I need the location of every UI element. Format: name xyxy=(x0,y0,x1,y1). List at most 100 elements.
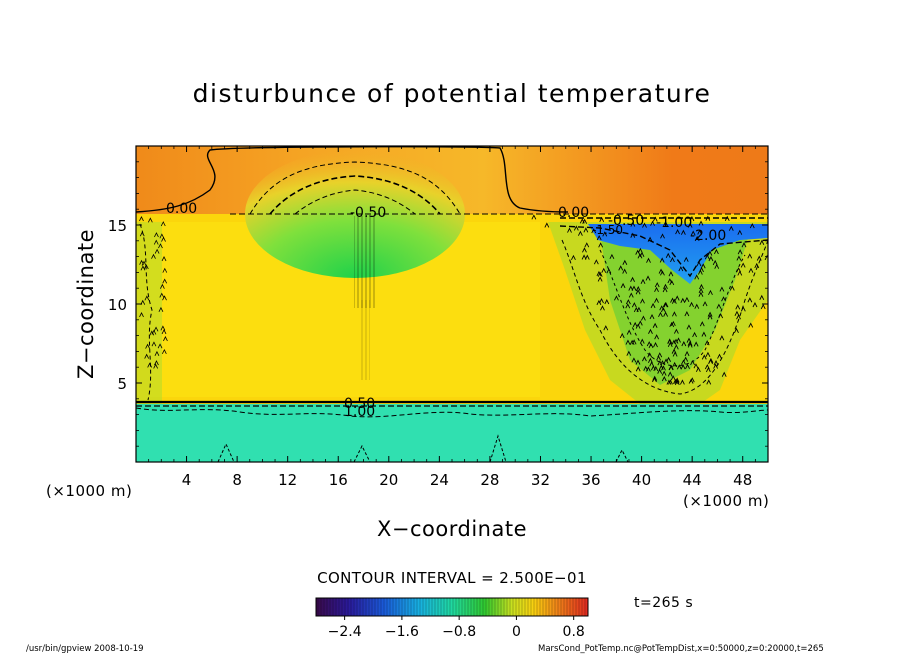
turbulence-mark-left xyxy=(161,236,166,242)
turbulence-mark xyxy=(700,263,706,269)
contour-spike-1 xyxy=(217,442,235,462)
turbulence-mark-left xyxy=(158,306,164,312)
turbulence-mark-left xyxy=(151,341,157,347)
turbulence-mark xyxy=(749,223,755,229)
contour-label-neg-050b: -0.50 xyxy=(608,213,644,229)
turbulence-mark xyxy=(596,299,602,306)
turbulence-mark xyxy=(759,239,765,245)
colorbar-tick-label: −0.8 xyxy=(442,624,476,640)
turbulence-mark xyxy=(654,286,659,293)
turbulence-mark xyxy=(684,350,690,357)
turbulence-mark xyxy=(688,378,694,384)
turbulence-mark-left xyxy=(139,231,145,237)
turbulence-mark xyxy=(697,229,703,235)
turbulence-mark xyxy=(637,320,643,326)
turbulence-mark xyxy=(714,263,720,269)
turbulence-mark xyxy=(692,331,697,338)
turbulence-mark-left xyxy=(159,292,165,298)
turbulence-mark xyxy=(684,296,690,303)
turbulence-mark-left xyxy=(147,217,153,223)
turbulence-mark xyxy=(654,334,660,340)
turbulence-mark-left xyxy=(161,329,167,335)
turbulence-mark xyxy=(748,267,754,273)
turbulence-mark xyxy=(597,276,603,282)
y-axis-label: Z−coordinate xyxy=(74,229,98,379)
footer-left: /usr/bin/gpview 2008-10-19 xyxy=(26,644,144,654)
turbulence-mark xyxy=(668,271,674,277)
turbulence-mark xyxy=(625,299,631,305)
chart-title: disturbunce of potential temperature xyxy=(193,79,712,108)
x-tick-label: 28 xyxy=(480,471,499,489)
turbulence-mark xyxy=(671,339,677,345)
turbulence-mark xyxy=(667,338,673,345)
turbulence-mark xyxy=(740,306,746,312)
contour-zero-upper xyxy=(136,146,569,213)
turbulence-mark xyxy=(705,351,711,357)
turbulence-mark xyxy=(770,250,774,254)
turbulence-mark xyxy=(747,253,753,259)
turbulence-mark xyxy=(673,328,679,334)
turbulence-mark xyxy=(630,276,635,282)
turbulence-mark xyxy=(697,269,703,275)
x-axis-label: X−coordinate xyxy=(377,517,527,541)
turbulence-mark xyxy=(663,311,669,317)
footer-right: MarsCond_PotTemp.nc@PotTempDist,x=0:5000… xyxy=(538,644,824,654)
turbulence-mark xyxy=(596,234,602,241)
turbulence-mark xyxy=(635,289,641,295)
turbulence-mark xyxy=(705,215,711,221)
region-central-stripes xyxy=(354,216,376,308)
turbulence-mark-left xyxy=(162,267,168,273)
turbulence-mark xyxy=(686,324,692,330)
turbulence-mark-left xyxy=(147,362,153,368)
y-tick-label: 5 xyxy=(117,375,127,393)
turbulence-mark xyxy=(708,357,714,364)
turbulence-mark xyxy=(680,297,686,303)
turbulence-mark xyxy=(657,368,663,374)
turbulence-mark xyxy=(603,325,609,331)
turbulence-mark xyxy=(666,356,671,362)
turbulence-mark xyxy=(663,283,668,290)
turbulence-mark-left xyxy=(143,264,149,270)
turbulence-mark xyxy=(719,335,725,341)
y-tick-label: 15 xyxy=(108,217,127,235)
turbulence-mark xyxy=(657,352,663,358)
contour-lower-wavy xyxy=(136,407,768,418)
turbulence-mark xyxy=(724,215,730,221)
turbulence-mark xyxy=(728,225,734,231)
turbulence-mark xyxy=(598,242,604,248)
turbulence-mark xyxy=(645,275,651,281)
turbulence-mark xyxy=(666,379,672,385)
x-tick-label: 4 xyxy=(182,471,192,489)
region-turbulence-core xyxy=(600,232,750,385)
turbulence-mark xyxy=(713,360,719,366)
plot-area xyxy=(136,146,774,462)
turbulence-mark xyxy=(699,283,704,290)
turbulence-mark xyxy=(670,375,676,381)
turbulence-mark xyxy=(736,314,741,320)
turbulence-mark-left xyxy=(163,336,168,342)
turbulence-mark xyxy=(647,357,653,364)
turbulence-mark xyxy=(734,327,739,334)
turbulence-mark xyxy=(680,364,686,370)
turbulence-mark xyxy=(689,301,694,307)
turbulence-mark xyxy=(652,216,658,222)
x-axis: 4 8 12 16 20 24 28 32 36 40 44 48 xyxy=(148,146,756,489)
turbulence-mark xyxy=(673,344,679,350)
turbulence-mark xyxy=(631,285,637,291)
turbulence-mark xyxy=(680,379,685,385)
turbulence-mark-left xyxy=(158,243,163,249)
turbulence-mark-left xyxy=(154,360,159,366)
region-lower-layer xyxy=(136,404,768,462)
turbulence-mark xyxy=(584,254,590,260)
turbulence-mark xyxy=(694,303,700,309)
turbulence-mark xyxy=(635,286,641,292)
x-tick-label: 44 xyxy=(683,471,702,489)
turbulence-mark xyxy=(628,285,634,291)
turbulence-mark xyxy=(737,249,743,255)
turbulence-mark xyxy=(596,270,602,277)
turbulence-mark xyxy=(573,225,579,231)
turbulence-mark xyxy=(702,301,708,307)
turbulence-mark xyxy=(717,353,722,359)
turbulence-mark-left xyxy=(161,256,167,262)
turbulence-mark xyxy=(667,371,673,377)
